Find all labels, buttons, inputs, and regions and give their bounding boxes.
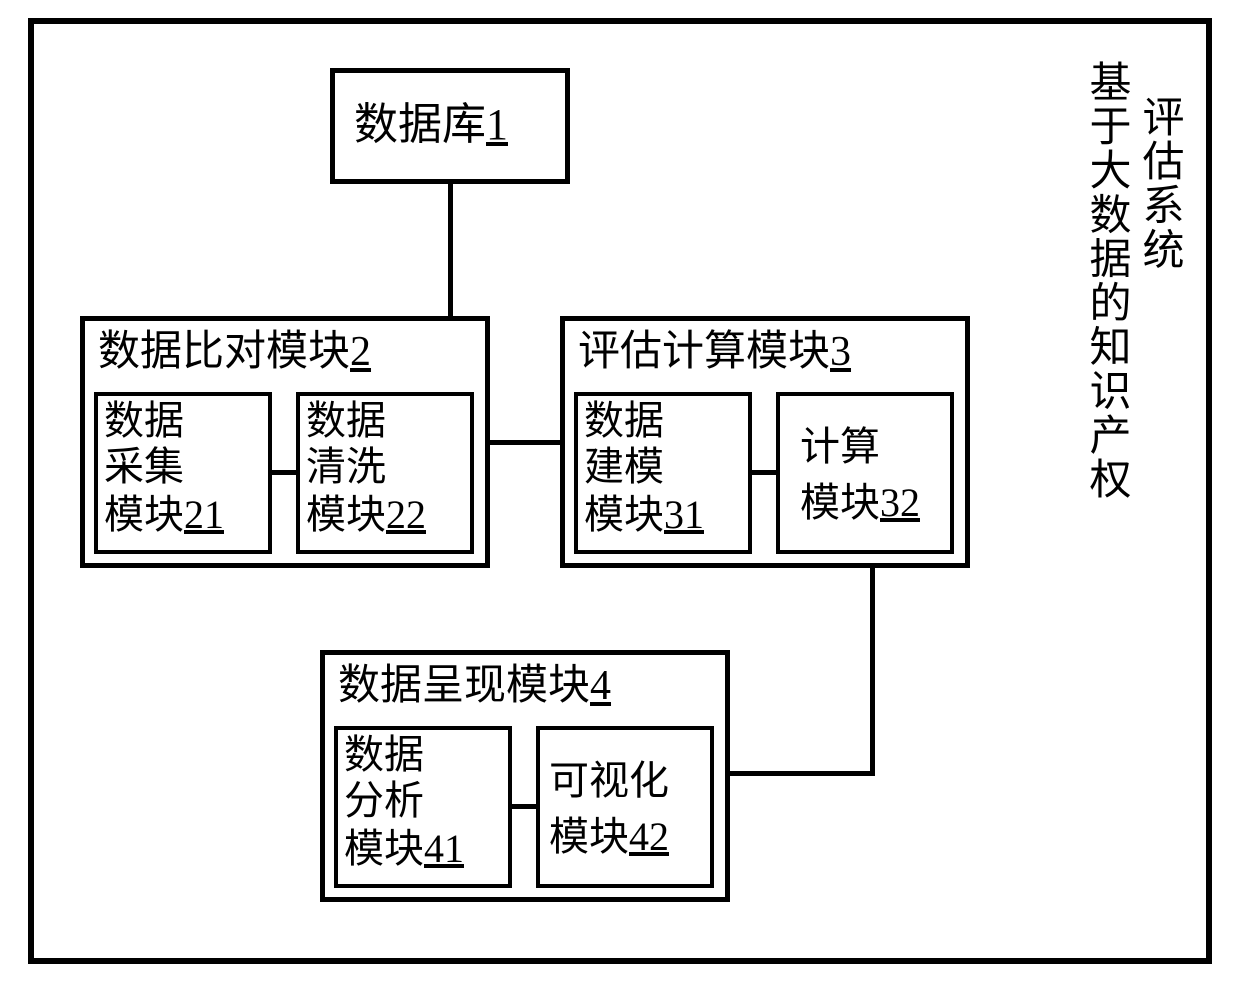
label-data-analyze-l3: 模块41	[344, 826, 464, 872]
diagram-canvas: 评估系统 基于大数据的知识产权 数据库1 数据比对模块2 数据 采集 模块21 …	[0, 0, 1240, 982]
title-col-right: 评估系统	[1138, 95, 1180, 271]
connector	[752, 470, 776, 475]
label-data-clean-l1: 数据	[306, 398, 386, 444]
connector	[512, 804, 536, 809]
label-data-collect-l2: 采集	[104, 444, 184, 490]
label-data-model-l3: 模块31	[584, 492, 704, 538]
label-visualize-l2: 模块42	[549, 814, 669, 860]
connector	[490, 440, 560, 445]
connector	[448, 184, 453, 316]
label-data-model-l1: 数据	[584, 398, 664, 444]
label-eval-module: 评估计算模块3	[578, 328, 851, 376]
label-compare-module: 数据比对模块2	[98, 328, 371, 376]
label-visualize-l1: 可视化	[549, 758, 669, 804]
connector	[870, 568, 875, 776]
box-visualize	[536, 726, 714, 888]
box-compute	[776, 392, 954, 554]
label-data-analyze-l1: 数据	[344, 732, 424, 778]
label-present-module: 数据呈现模块4	[338, 662, 611, 710]
label-data-model-l2: 建模	[584, 444, 664, 490]
label-data-clean-l3: 模块22	[306, 492, 426, 538]
label-compute-l1: 计算	[800, 424, 880, 470]
label-data-collect-l3: 模块21	[104, 492, 224, 538]
label-data-collect-l1: 数据	[104, 398, 184, 444]
label-database: 数据库1	[354, 100, 508, 151]
label-compute-l2: 模块32	[800, 480, 920, 526]
label-data-analyze-l2: 分析	[344, 778, 424, 824]
title-col-left: 基于大数据的知识产权	[1085, 60, 1127, 501]
label-data-clean-l2: 清洗	[306, 444, 386, 490]
connector	[272, 470, 296, 475]
connector	[730, 771, 875, 776]
